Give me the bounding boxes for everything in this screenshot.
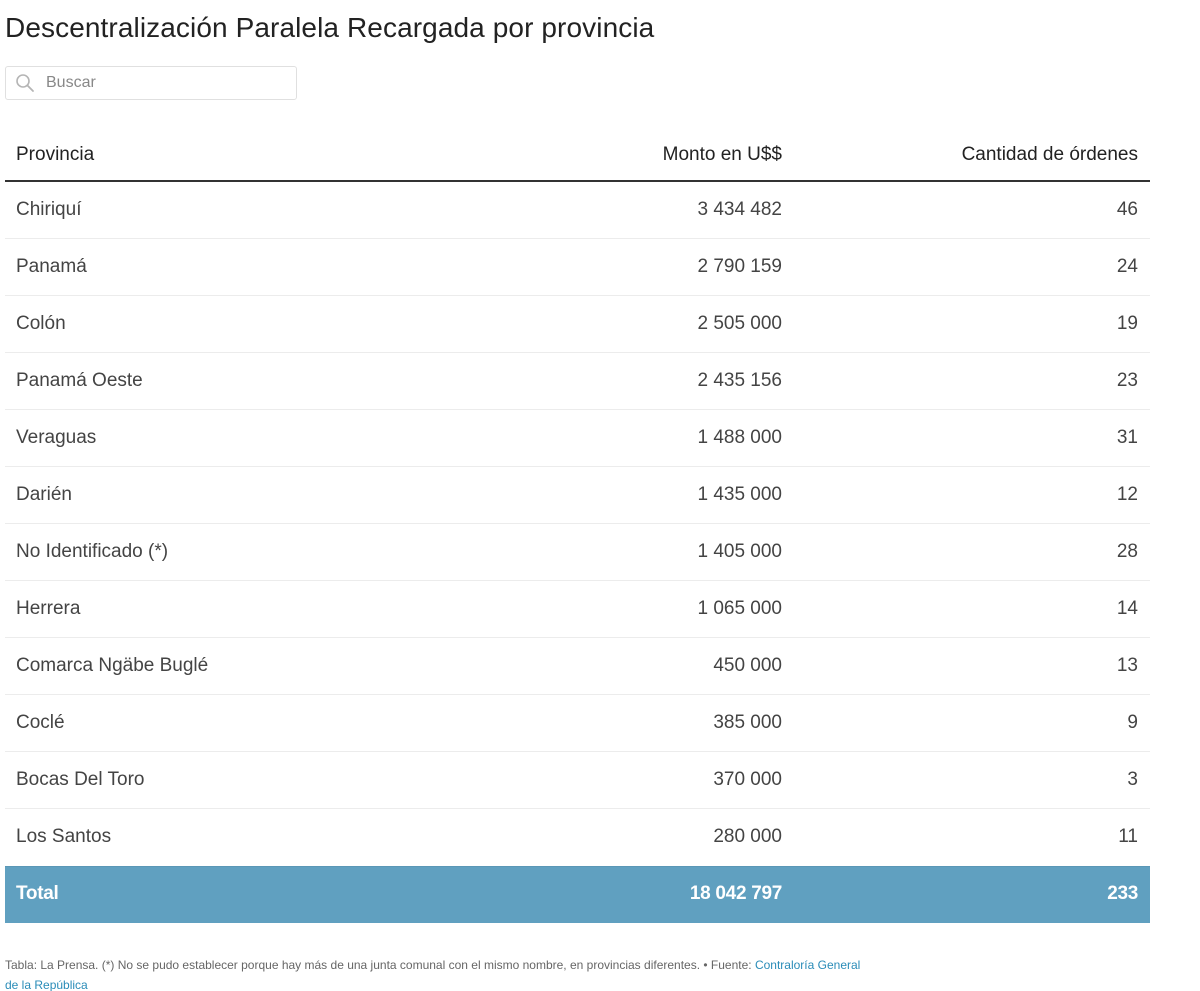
cell-cantidad: 13 — [1116, 655, 1138, 676]
table-row: Chiriquí 3 434 482 46 — [5, 182, 1150, 239]
table-row: Panamá 2 790 159 24 — [5, 239, 1150, 296]
cell-monto: 370 000 — [713, 769, 782, 790]
table-row: Panamá Oeste 2 435 156 23 — [5, 353, 1150, 410]
cell-monto: 2 505 000 — [697, 313, 782, 334]
table-row: No Identificado (*) 1 405 000 28 — [5, 524, 1150, 581]
cell-provincia: No Identificado (*) — [16, 541, 169, 562]
source-link[interactable]: Contraloría General — [754, 958, 861, 972]
cell-monto: 1 488 000 — [697, 427, 782, 448]
cell-cantidad: 19 — [1116, 313, 1138, 334]
cell-monto: 280 000 — [713, 826, 782, 847]
table-header: Provincia Monto en U$$ Cantidad de órden… — [5, 128, 1150, 182]
cell-provincia: Comarca Ngäbe Buglé — [16, 655, 209, 676]
table-row: Comarca Ngäbe Buglé 450 000 13 — [5, 638, 1150, 695]
source-link-continued[interactable]: de la República — [5, 978, 88, 991]
cell-monto: 450 000 — [713, 655, 782, 676]
cell-monto: 2 435 156 — [697, 370, 782, 391]
cell-provincia: Bocas Del Toro — [16, 769, 145, 790]
cell-provincia: Coclé — [16, 712, 65, 733]
table-row: Darién 1 435 000 12 — [5, 467, 1150, 524]
table-row: Bocas Del Toro 370 000 3 — [5, 752, 1150, 809]
cell-provincia: Panamá Oeste — [16, 370, 143, 391]
cell-provincia: Chiriquí — [16, 199, 82, 220]
cell-monto: 385 000 — [713, 712, 782, 733]
footer-note: Tabla: La Prensa. (*) No se pudo estable… — [5, 955, 1155, 991]
search-icon — [16, 74, 34, 92]
cell-cantidad: 11 — [1118, 826, 1138, 847]
cell-monto: 1 065 000 — [697, 598, 782, 619]
table-row: Veraguas 1 488 000 31 — [5, 410, 1150, 467]
column-header-cantidad[interactable]: Cantidad de órdenes — [961, 144, 1138, 165]
cell-cantidad: 28 — [1116, 541, 1138, 562]
cell-provincia: Los Santos — [16, 826, 112, 847]
cell-provincia: Colón — [16, 313, 66, 334]
total-label: Total — [16, 883, 59, 904]
cell-monto: 1 435 000 — [697, 484, 782, 505]
cell-cantidad: 24 — [1116, 256, 1138, 277]
page-title: Descentralización Paralela Recargada por… — [5, 12, 655, 43]
cell-monto: 2 790 159 — [697, 256, 782, 277]
cell-cantidad: 12 — [1116, 484, 1138, 505]
total-row: Total 18 042 797 233 — [5, 866, 1150, 923]
column-header-monto[interactable]: Monto en U$$ — [662, 144, 782, 165]
table-row: Colón 2 505 000 19 — [5, 296, 1150, 353]
total-monto: 18 042 797 — [689, 883, 782, 904]
cell-cantidad: 3 — [1127, 769, 1138, 790]
cell-cantidad: 31 — [1116, 427, 1138, 448]
search-input[interactable] — [44, 73, 288, 93]
search-box[interactable] — [5, 66, 297, 100]
footer-text: Tabla: La Prensa. (*) No se pudo estable… — [5, 958, 755, 972]
cell-provincia: Panamá — [16, 256, 87, 277]
cell-monto: 1 405 000 — [697, 541, 782, 562]
data-table: Provincia Monto en U$$ Cantidad de órden… — [5, 128, 1150, 923]
cell-provincia: Darién — [16, 484, 72, 505]
cell-provincia: Veraguas — [16, 427, 97, 448]
cell-provincia: Herrera — [16, 598, 81, 619]
column-header-provincia[interactable]: Provincia — [16, 144, 95, 165]
cell-cantidad: 9 — [1127, 712, 1138, 733]
table-row: Herrera 1 065 000 14 — [5, 581, 1150, 638]
cell-cantidad: 23 — [1116, 370, 1138, 391]
total-cantidad: 233 — [1107, 883, 1138, 904]
cell-cantidad: 14 — [1116, 598, 1138, 619]
cell-monto: 3 434 482 — [697, 199, 782, 220]
table-row: Coclé 385 000 9 — [5, 695, 1150, 752]
table-row: Los Santos 280 000 11 — [5, 809, 1150, 866]
cell-cantidad: 46 — [1116, 199, 1138, 220]
